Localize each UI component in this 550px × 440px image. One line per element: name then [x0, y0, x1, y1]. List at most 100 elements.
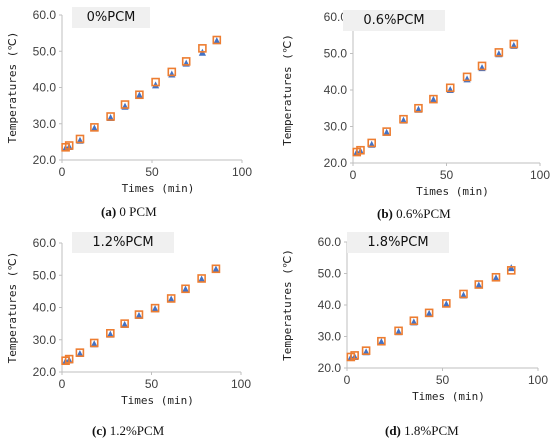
caption-d-prefix: (d): [385, 423, 401, 438]
data-point-triangle-d: [475, 281, 483, 289]
y-axis-label-b: Temperatures (℃): [281, 34, 294, 146]
y-tick-label-d: 30.0: [318, 330, 342, 344]
chart-panel-a: 20.0 30.0 40.0 50.0 60.0 0 50 100 Times (min) Tem…: [0, 0, 275, 220]
data-point-square-d: [506, 266, 516, 275]
chart-a-svg: 20.0 30.0 40.0 50.0 60.0 0 50 100 Times (min) Tem…: [6, 8, 252, 195]
chart-panel-c: 20.0 30.0 40.0 50.0 60.0 0 50 100 Times (min) Tem…: [0, 220, 275, 440]
data-point-square-b: [445, 83, 455, 93]
data-point-square-d: [491, 272, 501, 282]
data-point-square-d: [424, 308, 434, 318]
x-axis-label-a: Times (min): [122, 182, 195, 195]
x-axis-label-c: Times (min): [121, 394, 194, 407]
data-point-square-a: [135, 90, 144, 100]
panel-label-c: 1.2%PCM: [72, 232, 174, 253]
x-tick-label-c: 50: [145, 377, 159, 391]
data-point-triangle-c: [167, 295, 175, 303]
panel-label-b: 0.6%PCM: [343, 10, 445, 31]
y-tick-label-b: 40.0: [324, 83, 348, 97]
data-point-square-c: [150, 303, 160, 313]
data-point-square-a: [106, 112, 115, 121]
data-point-triangle-c: [181, 285, 190, 293]
data-point-square-c: [197, 274, 206, 283]
panel-label-d: 1.8%PCM: [347, 232, 449, 253]
caption-a: (a) 0 PCM: [101, 204, 157, 220]
data-point-square-a: [120, 100, 130, 109]
data-point-square-d: [442, 299, 451, 308]
data-point-square-b: [429, 94, 438, 104]
data-point-triangle-d: [492, 274, 500, 282]
data-point-square-c: [89, 338, 99, 348]
x-tick-label-c: 0: [59, 377, 66, 391]
data-point-square-c: [106, 329, 115, 338]
y-tick-label-b: 50.0: [324, 47, 348, 61]
data-point-triangle-b: [463, 75, 471, 83]
y-tick-label-d: 40.0: [318, 298, 342, 312]
y-tick-label-b: 30.0: [324, 120, 348, 134]
chart-d-svg: 20.0 30.0 40.0 50.0 60.0 0 50 100 Times (min) Tem…: [281, 235, 548, 403]
y-tick-label-c: 30.0: [33, 333, 57, 347]
y-tick-label-b: 20.0: [324, 156, 348, 170]
x-tick-label-d: 100: [528, 373, 548, 387]
data-point-square-d: [474, 280, 484, 289]
data-point-square-d: [459, 289, 468, 299]
y-tick-label-a: 60.0: [33, 8, 57, 22]
x-tick-label-a: 50: [145, 165, 159, 179]
data-point-triangle-a: [135, 91, 143, 99]
data-point-triangle-c: [106, 330, 114, 338]
data-point-square-d: [409, 316, 419, 326]
data-point-square-d: [350, 351, 359, 360]
data-point-square-b: [509, 39, 519, 49]
data-point-triangle-c: [212, 265, 220, 273]
data-point-square-d: [361, 346, 371, 355]
data-point-square-a: [212, 35, 222, 45]
x-axis-label-d: Times (min): [412, 390, 485, 403]
data-point-square-b: [382, 127, 391, 136]
chart-b-svg: 20.0 30.0 40.0 50.0 60.0 0 50 100 Times (min) Tem…: [281, 10, 550, 198]
data-point-square-b: [356, 145, 365, 155]
y-tick-label-a: 30.0: [33, 117, 57, 131]
caption-b: (b) 0.6%PCM: [377, 206, 451, 222]
data-point-triangle-d: [425, 309, 433, 317]
caption-b-prefix: (b): [377, 206, 393, 221]
data-point-square-c: [211, 264, 221, 274]
data-point-square-a: [64, 141, 74, 150]
data-point-square-a: [181, 57, 191, 66]
y-tick-label-a: 50.0: [33, 44, 57, 58]
y-axis-label-d: Temperatures (℃): [281, 249, 294, 361]
data-point-square-a: [167, 67, 177, 77]
chart-panel-b: 20.0 30.0 40.0 50.0 60.0 0 50 100 Times (min) Tem…: [275, 0, 550, 222]
data-point-square-b: [399, 114, 408, 124]
data-point-square-a: [151, 77, 160, 87]
y-tick-label-c: 50.0: [33, 268, 57, 282]
data-point-triangle-c: [135, 311, 143, 319]
data-point-square-b: [367, 138, 376, 148]
caption-c-text: 1.2%PCM: [106, 423, 165, 438]
chart-c-svg: 20.0 30.0 40.0 50.0 60.0 0 50 100 Times (min) Tem…: [6, 236, 251, 407]
x-tick-label-b: 100: [530, 168, 550, 182]
x-tick-label-b: 0: [350, 168, 357, 182]
data-point-triangle-d: [377, 338, 385, 346]
data-point-triangle-c: [198, 275, 206, 283]
data-point-square-b: [477, 61, 487, 71]
caption-a-prefix: (a): [101, 204, 117, 219]
y-tick-label-d: 20.0: [318, 361, 342, 375]
data-point-square-b: [462, 72, 472, 82]
data-point-square-a: [90, 123, 99, 132]
data-point-square-b: [494, 48, 504, 57]
data-point-triangle-c: [151, 305, 159, 313]
data-point-square-a: [198, 44, 207, 53]
data-point-square-a: [75, 134, 85, 144]
x-tick-label-d: 50: [436, 373, 450, 387]
y-tick-label-c: 20.0: [33, 365, 57, 379]
data-point-square-d: [394, 326, 403, 336]
y-tick-label-c: 60.0: [33, 236, 57, 250]
data-point-square-b: [414, 103, 423, 113]
caption-b-text: 0.6%PCM: [392, 206, 451, 221]
data-point-triangle-a: [168, 70, 176, 78]
data-point-triangle-b: [429, 95, 438, 103]
y-tick-label-a: 20.0: [33, 153, 57, 167]
x-tick-label-d: 0: [344, 373, 351, 387]
y-tick-label-c: 40.0: [33, 301, 57, 315]
caption-a-text: 0 PCM: [116, 204, 157, 219]
caption-c-prefix: (c): [92, 423, 107, 438]
